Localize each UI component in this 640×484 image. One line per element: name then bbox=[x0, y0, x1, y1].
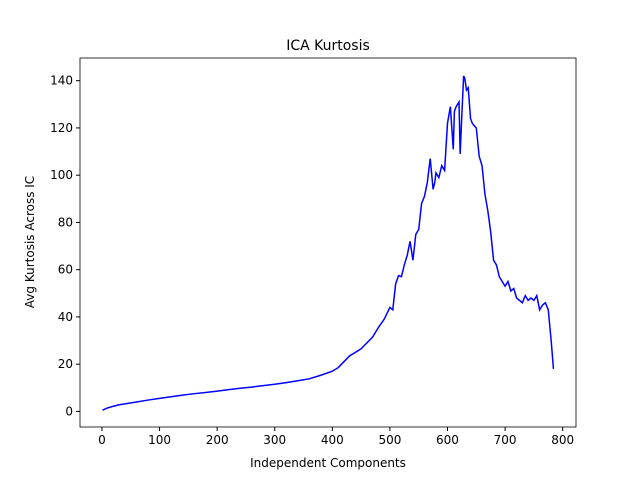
x-tick-label: 500 bbox=[378, 433, 401, 447]
y-tick-label: 0 bbox=[65, 404, 73, 418]
y-tick-label: 40 bbox=[58, 310, 73, 324]
y-axis-label: Avg Kurtosis Across IC bbox=[23, 176, 37, 308]
chart-title: ICA Kurtosis bbox=[286, 38, 370, 54]
x-tick-label: 400 bbox=[321, 433, 344, 447]
y-tick-label: 120 bbox=[50, 121, 73, 135]
x-tick-label: 600 bbox=[436, 433, 459, 447]
x-tick-label: 200 bbox=[206, 433, 229, 447]
x-axis-label: Independent Components bbox=[250, 456, 406, 470]
y-tick-label: 140 bbox=[50, 74, 73, 88]
y-tick-label: 100 bbox=[50, 168, 73, 182]
y-tick-label: 20 bbox=[58, 357, 73, 371]
x-tick-label: 100 bbox=[148, 433, 171, 447]
x-tick-label: 0 bbox=[98, 433, 106, 447]
data-line bbox=[102, 75, 555, 411]
plot-frame bbox=[79, 57, 577, 428]
x-tick-label: 700 bbox=[494, 433, 517, 447]
y-tick-label: 80 bbox=[58, 215, 73, 229]
y-tick-label: 60 bbox=[58, 263, 73, 277]
x-tick-label: 800 bbox=[551, 433, 574, 447]
x-tick-label: 300 bbox=[263, 433, 286, 447]
